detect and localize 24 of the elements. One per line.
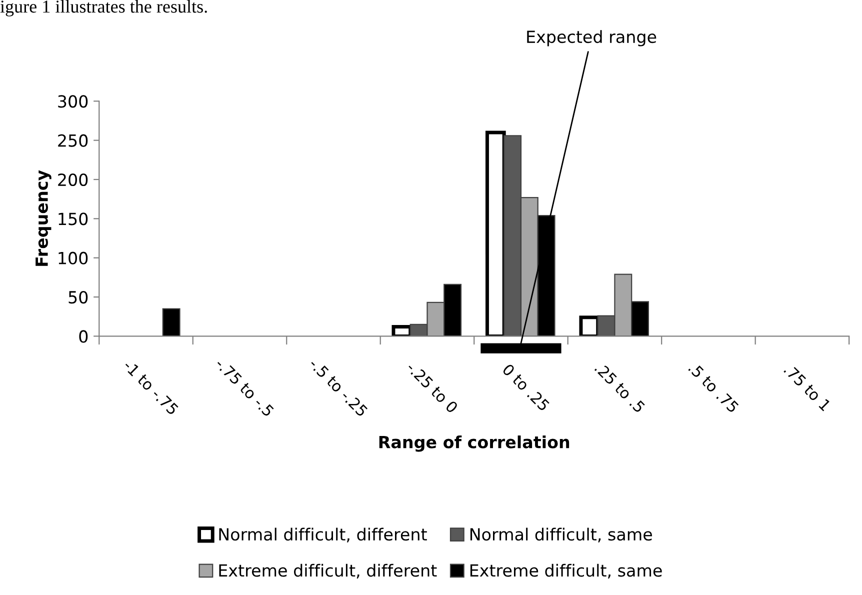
y-tick-label: 300 — [58, 95, 88, 108]
x-tick-label: -.75 to -.5 — [214, 358, 274, 418]
legend-label: Extreme difficult, different — [219, 564, 437, 578]
bar — [162, 308, 180, 336]
y-tick-label: 50 — [68, 290, 88, 304]
x-tick-label: .75 to 1 — [783, 364, 832, 412]
x-tick-label: -.25 to 0 — [406, 361, 459, 414]
legend-label: Extreme difficult, same — [470, 564, 662, 578]
text: igure 1 illustrates the results. — [0, 0, 207, 16]
y-tick-label: 250 — [58, 134, 88, 147]
legend-label: Normal difficult, same — [470, 528, 652, 542]
x-tick-label: 0 to .25 — [502, 363, 550, 412]
legend-label: Normal difficult, different — [219, 528, 427, 542]
text: Expected range — [527, 30, 656, 46]
y-tick-label: 200 — [58, 173, 88, 186]
y-tick-label: 150 — [58, 212, 88, 226]
x-axis-title: Range of correlation — [379, 435, 570, 452]
x-tick-label: .5 to .75 — [688, 362, 740, 414]
x-tick-label: .25 to .5 — [594, 362, 646, 414]
y-tick-label: 100 — [58, 252, 88, 264]
x-tick-label: -1 to -.75 — [122, 359, 179, 416]
y-axis-title: Frequency — [36, 170, 52, 266]
y-tick-label: 0 — [79, 330, 88, 343]
x-tick-label: -.5 to -.25 — [308, 357, 368, 418]
